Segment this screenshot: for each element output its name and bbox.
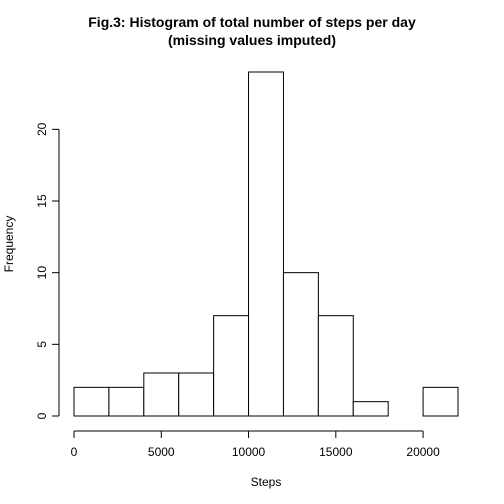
y-axis-label: Frequency (2, 216, 16, 273)
chart-title-line-2: (missing values imputed) (168, 32, 336, 48)
histogram-bar (282, 272, 319, 417)
histogram-bar (73, 386, 110, 417)
x-tick-label: 5000 (148, 445, 175, 459)
x-axis: 0 5000 10000 15000 20000 (71, 430, 440, 459)
histogram-bar (422, 386, 459, 417)
bars-group (73, 71, 459, 417)
y-tick-label: 10 (35, 266, 49, 280)
x-tick-label: 10000 (232, 445, 266, 459)
chart-title-line-1: Fig.3: Histogram of total number of step… (88, 14, 416, 30)
histogram-bar (143, 372, 180, 417)
histogram-bar (317, 315, 354, 417)
x-tick-label: 20000 (406, 445, 440, 459)
y-tick-label: 15 (35, 194, 49, 208)
histogram-bar (248, 71, 284, 417)
y-tick-label: 20 (35, 122, 49, 136)
histogram-bar (108, 386, 145, 417)
x-tick-label: 15000 (319, 445, 353, 459)
y-tick-label: 5 (35, 341, 49, 348)
x-axis-label: Steps (251, 475, 282, 489)
histogram-bar (213, 315, 250, 417)
histogram-bar (178, 372, 215, 417)
y-tick-label: 0 (35, 412, 49, 419)
histogram-bar (352, 401, 389, 417)
y-axis: 0 5 10 15 20 (35, 122, 60, 419)
x-tick-label: 0 (71, 445, 78, 459)
